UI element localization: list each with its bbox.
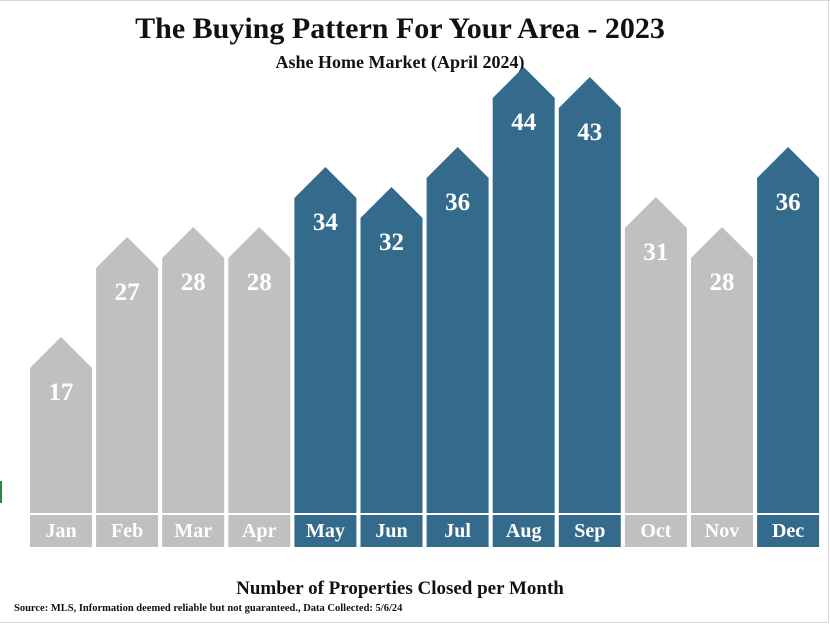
category-box-aug bbox=[492, 515, 555, 547]
bar-mar bbox=[162, 227, 225, 513]
source-note: Source: MLS, Information deemed reliable… bbox=[14, 603, 403, 614]
x-axis-caption: Number of Properties Closed per Month bbox=[236, 578, 564, 599]
bar-aug bbox=[492, 67, 555, 513]
data-label-nov: 28 bbox=[710, 269, 735, 296]
x-tick-label-apr: Apr bbox=[242, 520, 277, 542]
data-label-jul: 36 bbox=[445, 189, 470, 216]
x-tick-label-dec: Dec bbox=[772, 520, 804, 542]
category-box-nov bbox=[691, 515, 753, 547]
data-label-may: 34 bbox=[313, 209, 339, 236]
bar-jun bbox=[360, 187, 423, 513]
data-label-mar: 28 bbox=[181, 269, 206, 296]
data-label-jan: 17 bbox=[49, 379, 74, 406]
chart-subtitle: Ashe Home Market (April 2024) bbox=[275, 52, 525, 72]
x-tick-label-may: May bbox=[306, 520, 345, 542]
data-label-apr: 28 bbox=[247, 269, 272, 296]
bar-jul bbox=[426, 147, 489, 513]
x-tick-label-jul: Jul bbox=[444, 520, 471, 542]
x-tick-label-oct: Oct bbox=[640, 520, 671, 542]
category-box-apr bbox=[228, 515, 291, 547]
bar-oct bbox=[624, 197, 687, 513]
data-label-jun: 32 bbox=[379, 229, 404, 256]
x-tick-label-feb: Feb bbox=[111, 520, 143, 542]
x-tick-label-sep: Sep bbox=[574, 520, 605, 542]
bar-jan bbox=[30, 337, 92, 513]
bar-may bbox=[294, 167, 357, 513]
category-box-oct bbox=[624, 515, 687, 547]
category-box-may bbox=[294, 515, 357, 547]
bar-nov bbox=[691, 227, 753, 513]
category-box-feb bbox=[96, 515, 159, 547]
x-tick-label-jun: Jun bbox=[375, 520, 407, 542]
selection-marker bbox=[0, 481, 2, 503]
chart-title: The Buying Pattern For Your Area - 2023 bbox=[135, 12, 665, 45]
x-tick-label-nov: Nov bbox=[705, 520, 739, 542]
category-box-jul bbox=[426, 515, 489, 547]
x-tick-label-mar: Mar bbox=[174, 520, 212, 542]
data-label-aug: 44 bbox=[511, 109, 537, 136]
data-label-dec: 36 bbox=[776, 189, 801, 216]
top-border bbox=[0, 0, 830, 1]
bar-feb bbox=[96, 237, 159, 513]
x-tick-label-aug: Aug bbox=[506, 520, 542, 542]
category-box-mar bbox=[162, 515, 225, 547]
bar-dec bbox=[757, 147, 820, 513]
category-box-jan bbox=[30, 515, 92, 547]
category-box-dec bbox=[757, 515, 820, 547]
bar-sep bbox=[558, 77, 621, 513]
data-label-sep: 43 bbox=[577, 119, 602, 146]
data-label-oct: 31 bbox=[643, 239, 668, 266]
category-box-sep bbox=[558, 515, 621, 547]
bar-apr bbox=[228, 227, 291, 513]
category-box-jun bbox=[360, 515, 423, 547]
data-label-feb: 27 bbox=[115, 279, 140, 306]
x-tick-label-jan: Jan bbox=[45, 520, 76, 542]
